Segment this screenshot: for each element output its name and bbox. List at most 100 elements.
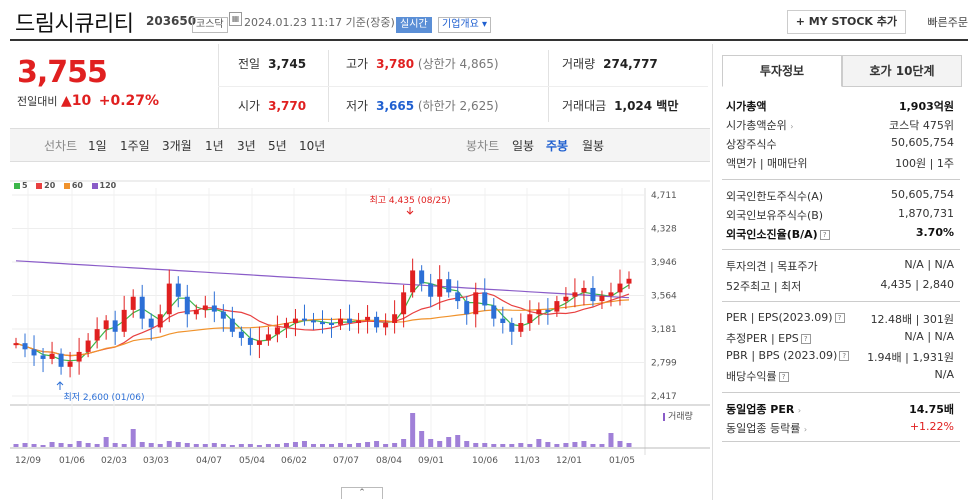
volume-bar [220,444,226,447]
volume-bar [536,439,542,447]
volume-bar [166,441,172,447]
period-1d[interactable]: 1일 [88,139,107,153]
volume-bar [67,444,73,447]
chart-collapse-handle[interactable]: ⌃ [341,487,383,499]
volume-bar [437,441,443,447]
candle-daily[interactable]: 일봉 [512,139,535,153]
x-tick-label: 02/03 [101,456,127,466]
candle-body [283,323,289,328]
y-tick-label: 2,417 [651,392,677,402]
candle-body [527,314,533,324]
x-tick-label: 10/06 [472,456,498,466]
help-icon[interactable]: ? [778,372,789,382]
price-summary: 전일 3,745 고가 3,780 (상한가 4,865) 거래량 274,777 시… [218,44,708,128]
tab-order-book[interactable]: 호가 10단계 [842,55,962,87]
volume-bar [419,431,425,447]
candle-body [247,337,253,345]
candle-body [166,283,172,315]
volume-bar [590,444,596,447]
candle-body [509,323,515,332]
candle-body [184,296,190,315]
x-tick-label: 01/06 [59,456,85,466]
foreign-limit-row: 외국인한도주식수(A) 50,605,754 [726,188,954,203]
price-chart[interactable]: 4,711 4,328 3,946 3,564 3,181 2,799 2,417 12/09… [0,0,710,500]
ma20-legend: 20 [36,181,55,190]
calendar-icon: ▦ [229,12,242,26]
sector-change-row[interactable]: 동일업종 등락률 › +1.22% [726,420,954,435]
period-1w[interactable]: 1주일 [120,139,150,153]
quick-order-link[interactable]: 빠른주문 [927,16,968,29]
company-overview-button[interactable]: 기업개요 ▾ [438,12,491,33]
add-mystock-button[interactable]: + MY STOCK 추가 [786,10,906,34]
high-price: 3,780 [376,57,415,71]
candle-body [22,343,28,350]
candle-body [446,279,452,293]
volume-bar [292,442,298,447]
candle-body [112,320,118,332]
period-5y[interactable]: 5년 [268,139,287,153]
realtime-badge[interactable]: 실시간 [396,12,432,33]
period-10y[interactable]: 10년 [299,139,326,153]
foreign-ratio-row: 외국인소진율(B/A)? 3.70% [726,226,954,241]
volume-bar [175,442,181,447]
help-icon[interactable]: ? [839,351,850,361]
candle-body [292,318,298,324]
volume-label: 거래량 [663,409,693,422]
candle-body [599,295,605,302]
volume-bar [211,443,217,447]
tab-investment-info[interactable]: 투자정보 [722,55,842,87]
candle-body [103,320,109,330]
week52-row: 52주최고 | 최저 4,435 | 2,840 [726,278,954,293]
par-value-row: 액면가 | 매매단위 100원 | 1주 [726,157,954,170]
volume-bar [40,445,46,447]
candle-body [130,296,136,310]
market-rank-row[interactable]: 시가총액순위 › 코스닥 475위 [726,119,954,132]
candle-body [310,320,316,323]
volume-bar [274,444,280,447]
y-tick-label: 3,564 [651,292,677,302]
prev-close: 3,745 [268,57,307,71]
candle-body [392,314,398,324]
volume-bar [301,441,307,447]
volume-bar [94,444,100,447]
volume-bar [229,445,235,447]
volume-bar [491,444,497,447]
help-icon[interactable]: ? [819,230,830,240]
volume-bar [103,437,109,447]
candle-body [500,318,506,324]
help-icon[interactable]: ? [834,313,845,323]
candle-body [193,309,199,315]
x-tick-label: 09/01 [418,456,444,466]
ma5-legend: 5 [14,181,28,190]
volume-bar [238,444,244,447]
volume-bar [572,442,578,447]
period-1y[interactable]: 1년 [205,139,224,153]
period-3m[interactable]: 3개월 [162,139,192,153]
foreign-holding-row: 외국인보유주식수(B) 1,870,731 [726,207,954,222]
volume-bar [22,443,28,447]
volume-bar [545,442,551,447]
market-cap-row: 시가총액 1,903억원 [726,100,954,113]
candle-body [491,305,497,319]
open-price: 3,770 [268,99,307,113]
help-icon[interactable]: ? [800,334,811,344]
candle-body [320,322,325,325]
volume-bar [265,444,271,447]
sector-per-row[interactable]: 동일업종 PER › 14.75배 [726,403,954,416]
candle-body [581,287,587,293]
candle-body [365,316,371,321]
candle-body [58,353,64,367]
candle-body [437,279,443,297]
volume-bar [428,439,434,447]
period-3y[interactable]: 3년 [237,139,256,153]
candle-chart-label: 봉차트 [466,139,500,153]
volume: 274,777 [603,57,658,71]
candle-monthly[interactable]: 월봉 [582,139,605,153]
ma60-legend: 60 [63,181,83,190]
candle-weekly[interactable]: 주봉 [546,139,569,153]
change-percent: +0.27% [98,93,160,109]
candle-body [76,351,82,362]
candle-body [347,318,353,324]
low-price: 3,665 [376,99,415,113]
volume-bar [581,441,587,447]
